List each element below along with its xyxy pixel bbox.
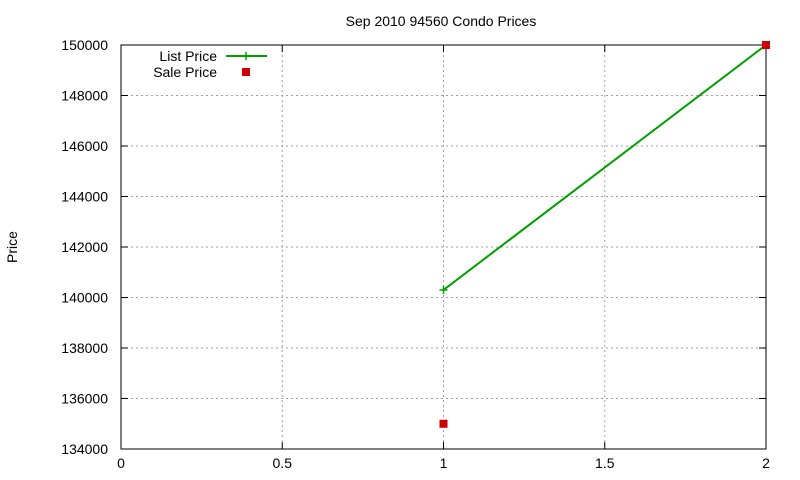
y-axis-label: Price [4, 231, 20, 263]
legend-marker [242, 52, 250, 60]
y-tick-label: 144000 [61, 189, 108, 205]
series-layer [439, 41, 770, 428]
data-point [762, 41, 770, 49]
legend-label: Sale Price [153, 64, 217, 80]
legend-marker [242, 68, 250, 76]
legend-label: List Price [159, 48, 217, 64]
y-tick-label: 138000 [61, 340, 108, 356]
legend-entry: List Price [159, 48, 267, 64]
x-tick-label: 1 [440, 455, 448, 471]
y-tick-label: 148000 [61, 88, 108, 104]
chart-title: Sep 2010 94560 Condo Prices [346, 13, 537, 29]
y-tick-label: 136000 [61, 391, 108, 407]
y-tick-label: 134000 [61, 441, 108, 457]
y-tick-label: 140000 [61, 290, 108, 306]
x-tick-label: 2 [762, 455, 770, 471]
series-sale-price [439, 41, 770, 428]
data-point [439, 419, 448, 428]
legend-entry: Sale Price [153, 64, 250, 80]
y-tick-label: 150000 [61, 37, 108, 53]
axes: 0 0.5 1 1.5 2 134000 136000 138000 140000 142000 1… [61, 37, 770, 471]
y-tick-label: 142000 [61, 239, 108, 255]
x-tick-label: 1.5 [595, 455, 615, 471]
series-line [442, 44, 767, 291]
data-point [439, 285, 448, 294]
grid [121, 45, 766, 449]
y-tick-label: 146000 [61, 138, 108, 154]
x-tick-label: 0.5 [273, 455, 293, 471]
x-tick-label: 0 [117, 455, 125, 471]
